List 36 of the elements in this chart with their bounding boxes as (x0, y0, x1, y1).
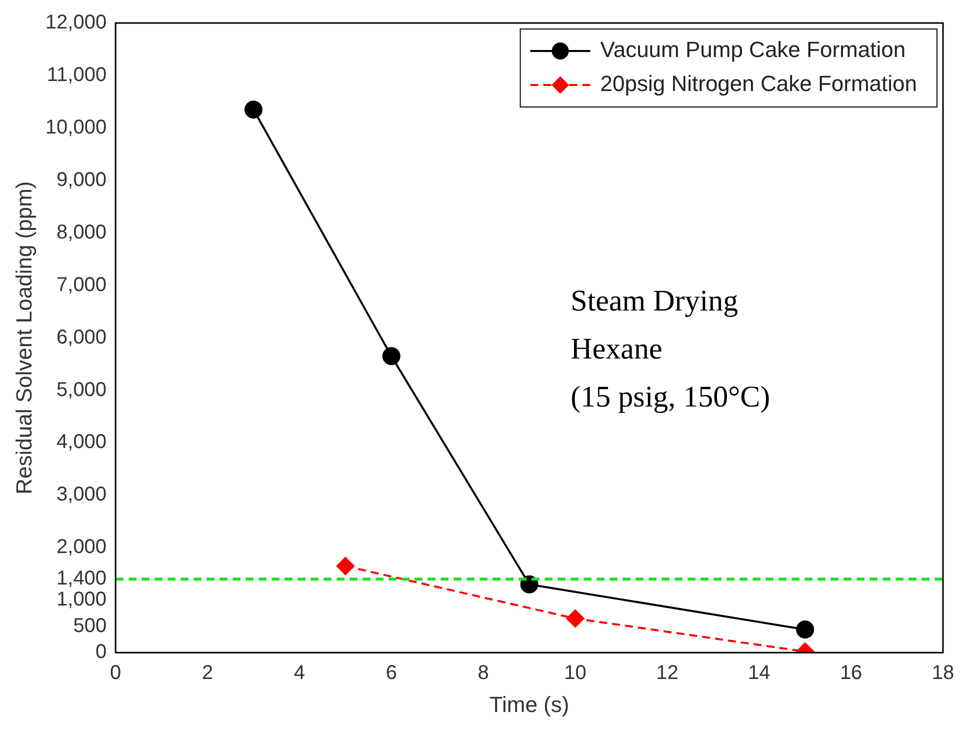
y-tick-label: 12,000 (45, 12, 107, 34)
annotation: Steam Drying Hexane (15 psig, 150°C) (570, 284, 770, 414)
y-tick-label: 8,000 (56, 221, 107, 244)
point (796, 620, 814, 639)
y-tick-label: 11,000 (46, 64, 107, 86)
y-tick-label: 3,000 (56, 484, 107, 506)
x-tick-label: 8 (478, 662, 489, 684)
point (520, 575, 538, 594)
y-tick-label: 5,000 (56, 378, 107, 401)
point (336, 557, 354, 576)
x-axis-title: Time (s) (489, 692, 570, 717)
legend-label: Vacuum Pump Cake Formation (600, 37, 906, 62)
y-tick-label: 10,000 (45, 116, 107, 138)
y-tick-label: 500 (73, 614, 107, 637)
y-tick-label: 9,000 (56, 168, 107, 191)
x-tick-label: 6 (386, 662, 397, 684)
x-tick-label: 16 (840, 662, 862, 684)
y-tick-label: 2,000 (56, 536, 107, 558)
x-tick-label: 2 (202, 662, 214, 684)
x-tick-label: 10 (564, 662, 586, 684)
y-tick-label: 6,000 (56, 326, 107, 348)
y-tick-label: 1,000 (56, 588, 107, 611)
point (382, 347, 400, 366)
y-tick-label: 4,000 (56, 431, 107, 454)
y-tick-label: 0 (95, 641, 107, 664)
x-tick-label: 0 (110, 662, 122, 684)
point (566, 609, 584, 628)
y-tick-label: 1,400 (56, 568, 107, 590)
y-tick-label: 7,000 (56, 274, 107, 296)
legend-label: 20psig Nitrogen Cake Formation (600, 71, 918, 96)
x-tick-label: 14 (748, 662, 770, 684)
y-axis-title: Residual Solvent Loading (ppm) (11, 181, 36, 494)
x-tick-label: 4 (294, 662, 306, 684)
point (244, 100, 262, 119)
x-tick-label: 18 (932, 662, 954, 684)
x-tick-label: 12 (656, 662, 678, 684)
